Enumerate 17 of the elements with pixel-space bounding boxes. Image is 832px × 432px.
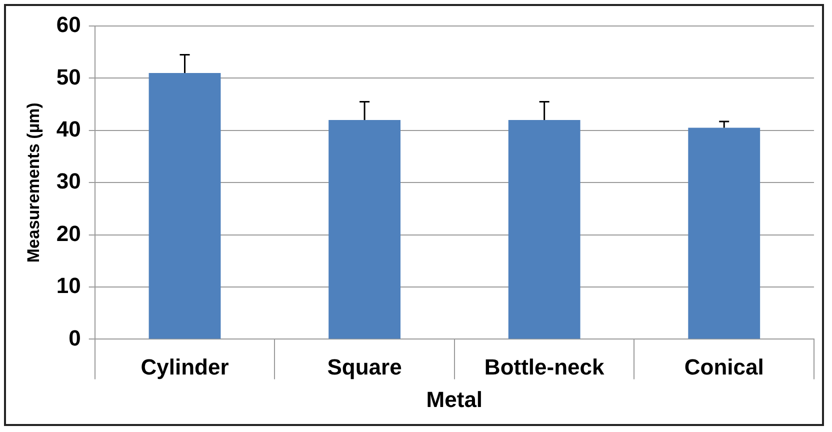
y-tick-label: 40 (56, 116, 81, 142)
y-tick-label: 10 (56, 273, 81, 298)
y-tick-label: 60 (56, 12, 81, 38)
x-tick-label: Conical (684, 354, 764, 380)
x-axis-title: Metal (426, 386, 483, 412)
y-tick-label: 0 (68, 325, 81, 350)
y-tick-label: 20 (56, 220, 81, 246)
x-tick-label: Cylinder (140, 354, 230, 380)
bar (328, 120, 400, 339)
bar (148, 72, 221, 339)
y-tick-label: 50 (56, 64, 81, 90)
bar (508, 120, 580, 339)
y-axis-title: Measurements (µm) (24, 102, 43, 263)
x-tick-label: Square (327, 354, 402, 380)
bar (688, 128, 760, 339)
y-tick-label: 30 (56, 168, 81, 194)
x-tick-label: Bottle-neck (484, 354, 605, 380)
